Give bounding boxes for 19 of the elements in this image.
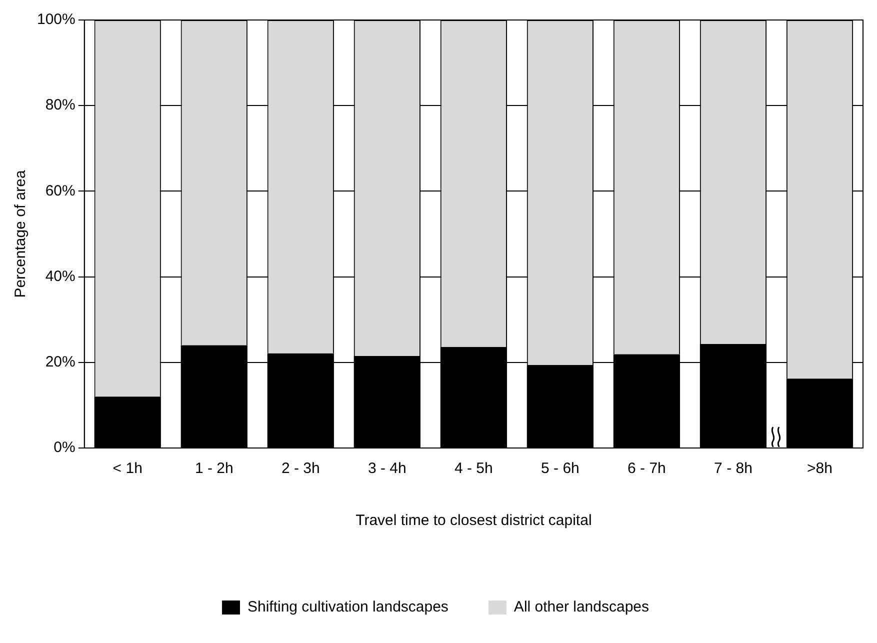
y-tick-label: 40% <box>45 268 76 285</box>
x-tick-label: >8h <box>807 460 832 478</box>
x-tick-label: 5 - 6h <box>541 460 580 478</box>
y-tick-label: 60% <box>45 182 76 200</box>
x-tick-label: 6 - 7h <box>628 460 666 478</box>
y-tick-label: 0% <box>54 439 76 456</box>
x-axis-title: Travel time to closest district capital <box>356 512 592 530</box>
x-tick-label: 7 - 8h <box>714 460 752 478</box>
x-tick-label: 3 - 4h <box>368 460 406 478</box>
x-tick-label: 4 - 5h <box>454 460 493 478</box>
y-tick-label: 20% <box>45 354 76 371</box>
y-tick-label: 100% <box>36 11 76 28</box>
x-tick-label: 1 - 2h <box>194 460 234 478</box>
x-tick-label: < 1h <box>112 460 142 478</box>
y-axis-title: Percentage of area <box>12 170 30 298</box>
legend-label: All other landscapes <box>514 598 650 616</box>
legend-label: Shifting cultivation landscapes <box>247 598 448 616</box>
x-tick-label: 2 - 3h <box>281 460 320 478</box>
y-tick-label: 80% <box>45 96 76 114</box>
